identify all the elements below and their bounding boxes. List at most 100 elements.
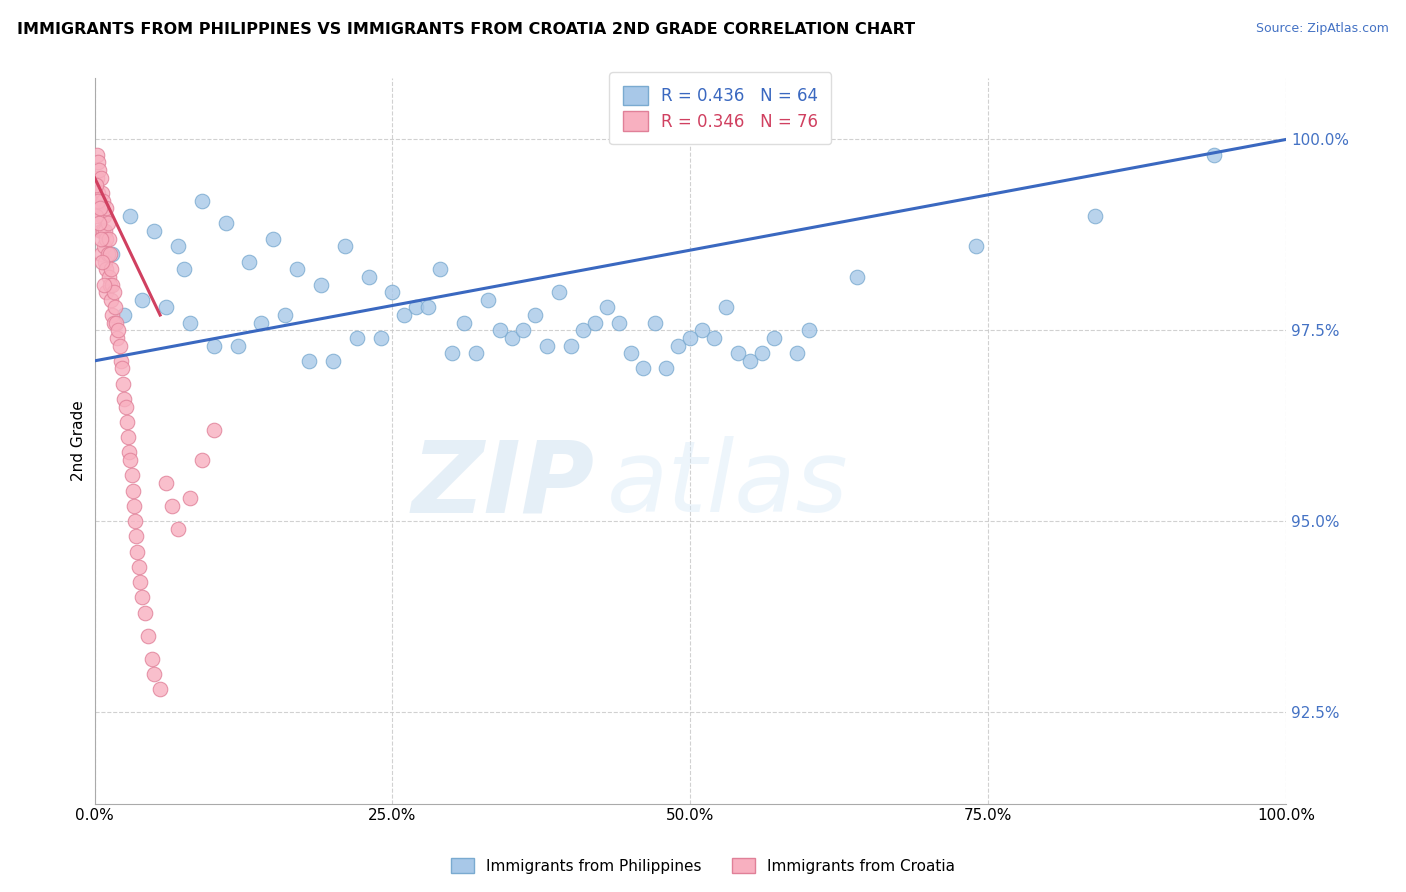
Point	[112, 308, 135, 322]
Point	[727, 346, 749, 360]
Point	[120, 209, 142, 223]
Point	[501, 331, 523, 345]
Point	[141, 651, 163, 665]
Point	[91, 194, 114, 208]
Point	[440, 346, 463, 360]
Point	[155, 475, 177, 490]
Point	[226, 338, 249, 352]
Point	[846, 269, 869, 284]
Point	[96, 232, 118, 246]
Point	[97, 232, 120, 246]
Point	[124, 514, 146, 528]
Point	[453, 316, 475, 330]
Point	[149, 682, 172, 697]
Point	[136, 629, 159, 643]
Point	[105, 331, 128, 345]
Point	[100, 262, 122, 277]
Point	[191, 453, 214, 467]
Point	[86, 178, 108, 193]
Point	[93, 209, 115, 223]
Point	[167, 522, 190, 536]
Point	[143, 666, 166, 681]
Point	[333, 239, 356, 253]
Point	[703, 331, 725, 345]
Point	[250, 316, 273, 330]
Point	[488, 323, 510, 337]
Point	[114, 400, 136, 414]
Point	[86, 147, 108, 161]
Point	[381, 285, 404, 300]
Point	[107, 323, 129, 337]
Point	[322, 354, 344, 368]
Point	[583, 316, 606, 330]
Point	[357, 269, 380, 284]
Point	[572, 323, 595, 337]
Point	[548, 285, 571, 300]
Point	[477, 293, 499, 307]
Point	[173, 262, 195, 277]
Point	[655, 361, 678, 376]
Point	[90, 186, 112, 200]
Point	[127, 544, 149, 558]
Point	[112, 376, 135, 391]
Point	[607, 316, 630, 330]
Point	[118, 445, 141, 459]
Point	[799, 323, 821, 337]
Point	[370, 331, 392, 345]
Point	[620, 346, 643, 360]
Point	[97, 247, 120, 261]
Point	[738, 354, 761, 368]
Point	[512, 323, 534, 337]
Point	[86, 170, 108, 185]
Point	[87, 155, 110, 169]
Legend: R = 0.436   N = 64, R = 0.346   N = 76: R = 0.436 N = 64, R = 0.346 N = 76	[609, 72, 831, 144]
Text: atlas: atlas	[607, 436, 848, 533]
Point	[644, 316, 666, 330]
Point	[179, 491, 201, 506]
Point	[94, 254, 117, 268]
Point	[155, 301, 177, 315]
Text: IMMIGRANTS FROM PHILIPPINES VS IMMIGRANTS FROM CROATIA 2ND GRADE CORRELATION CHA: IMMIGRANTS FROM PHILIPPINES VS IMMIGRANT…	[17, 22, 915, 37]
Point	[94, 224, 117, 238]
Point	[89, 163, 111, 178]
Point	[418, 301, 440, 315]
Point	[122, 499, 145, 513]
Point	[105, 316, 128, 330]
Point	[143, 224, 166, 238]
Text: Source: ZipAtlas.com: Source: ZipAtlas.com	[1256, 22, 1389, 36]
Point	[131, 591, 153, 605]
Point	[214, 216, 236, 230]
Y-axis label: 2nd Grade: 2nd Grade	[72, 401, 86, 482]
Point	[464, 346, 486, 360]
Point	[679, 331, 702, 345]
Text: ZIP: ZIP	[412, 436, 595, 533]
Point	[262, 232, 284, 246]
Point	[108, 338, 131, 352]
Point	[714, 301, 737, 315]
Point	[96, 285, 118, 300]
Point	[93, 277, 115, 292]
Point	[90, 201, 112, 215]
Point	[103, 285, 125, 300]
Point	[101, 247, 124, 261]
Point	[631, 361, 654, 376]
Point	[91, 224, 114, 238]
Point	[90, 224, 112, 238]
Point	[666, 338, 689, 352]
Point	[560, 338, 582, 352]
Point	[238, 254, 260, 268]
Point	[285, 262, 308, 277]
Point	[91, 254, 114, 268]
Point	[965, 239, 987, 253]
Point	[90, 247, 112, 261]
Point	[93, 239, 115, 253]
Point	[394, 308, 416, 322]
Point	[89, 201, 111, 215]
Point	[117, 430, 139, 444]
Point	[134, 606, 156, 620]
Point	[96, 201, 118, 215]
Point	[274, 308, 297, 322]
Point	[751, 346, 773, 360]
Point	[128, 560, 150, 574]
Point	[98, 277, 121, 292]
